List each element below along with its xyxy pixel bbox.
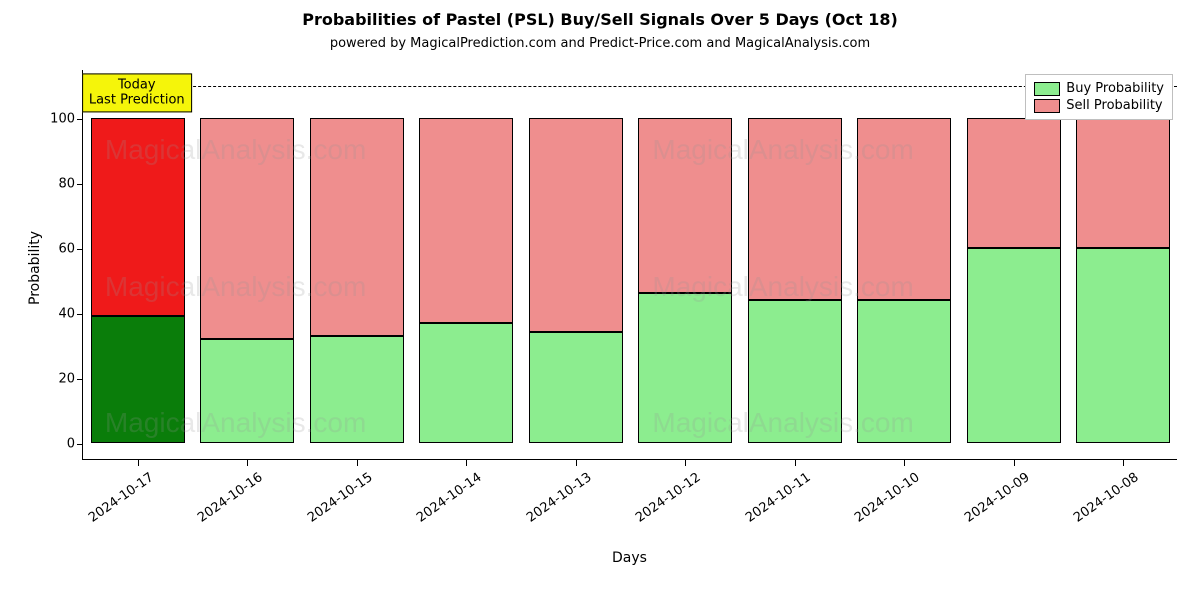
today-annotation: Today Last Prediction [82,73,192,112]
bar-group [529,69,623,459]
bar-group [748,69,842,459]
sell-bar [419,118,513,323]
buy-bar [967,248,1061,443]
buy-bar [857,300,951,443]
xtick-label: 2024-10-14 [411,470,485,528]
annotation-line2: Last Prediction [89,93,185,109]
y-axis-label: Probability [27,231,43,305]
buy-bar [1076,248,1170,443]
ytick-mark [77,119,83,120]
x-axis-label: Days [82,550,1177,566]
dashed-reference-line [83,86,1177,87]
buy-bar [419,323,513,443]
xtick-mark [357,460,358,466]
sell-bar [529,118,623,333]
sell-bar [638,118,732,294]
xtick-mark [1123,460,1124,466]
legend-swatch-buy [1034,82,1060,96]
plot-area: MagicalAnalysis.comMagicalAnalysis.comMa… [82,70,1177,460]
legend-label-buy: Buy Probability [1066,81,1164,96]
bar-group [419,69,513,459]
sell-bar [310,118,404,336]
chart-container: Probabilities of Pastel (PSL) Buy/Sell S… [0,0,1200,600]
xtick-label: 2024-10-17 [82,470,156,528]
bar-group [967,69,1061,459]
xtick-mark [904,460,905,466]
ytick-mark [77,314,83,315]
legend: Buy Probability Sell Probability [1025,74,1173,120]
xtick-label: 2024-10-16 [192,470,266,528]
bar-group [638,69,732,459]
bar-group [857,69,951,459]
chart-title: Probabilities of Pastel (PSL) Buy/Sell S… [0,10,1200,29]
xtick-label: 2024-10-10 [849,470,923,528]
sell-bar [91,118,185,316]
xtick-label: 2024-10-15 [301,470,375,528]
xtick-mark [247,460,248,466]
xtick-label: 2024-10-08 [1068,470,1142,528]
bar-group [200,69,294,459]
sell-bar [748,118,842,300]
legend-label-sell: Sell Probability [1066,98,1162,113]
sell-bar [857,118,951,300]
buy-bar [200,339,294,443]
bar-group [91,69,185,459]
annotation-line1: Today [89,77,185,93]
bar-group [1076,69,1170,459]
buy-bar [638,293,732,443]
xtick-mark [685,460,686,466]
buy-bar [748,300,842,443]
xtick-mark [1014,460,1015,466]
xtick-mark [466,460,467,466]
sell-bar [967,118,1061,248]
legend-item-sell: Sell Probability [1034,98,1164,113]
sell-bar [1076,118,1170,248]
sell-bar [200,118,294,339]
xtick-mark [576,460,577,466]
xtick-label: 2024-10-11 [739,470,813,528]
chart-subtitle: powered by MagicalPrediction.com and Pre… [0,36,1200,51]
buy-bar [91,316,185,443]
legend-swatch-sell [1034,99,1060,113]
bar-group [310,69,404,459]
legend-item-buy: Buy Probability [1034,81,1164,96]
ytick-mark [77,379,83,380]
xtick-label: 2024-10-13 [520,470,594,528]
buy-bar [529,332,623,443]
bars-layer [83,70,1177,459]
ytick-mark [77,184,83,185]
buy-bar [310,336,404,443]
xtick-label: 2024-10-12 [630,470,704,528]
xtick-mark [795,460,796,466]
ytick-mark [77,249,83,250]
xtick-mark [138,460,139,466]
ytick-mark [77,444,83,445]
xtick-label: 2024-10-09 [958,470,1032,528]
